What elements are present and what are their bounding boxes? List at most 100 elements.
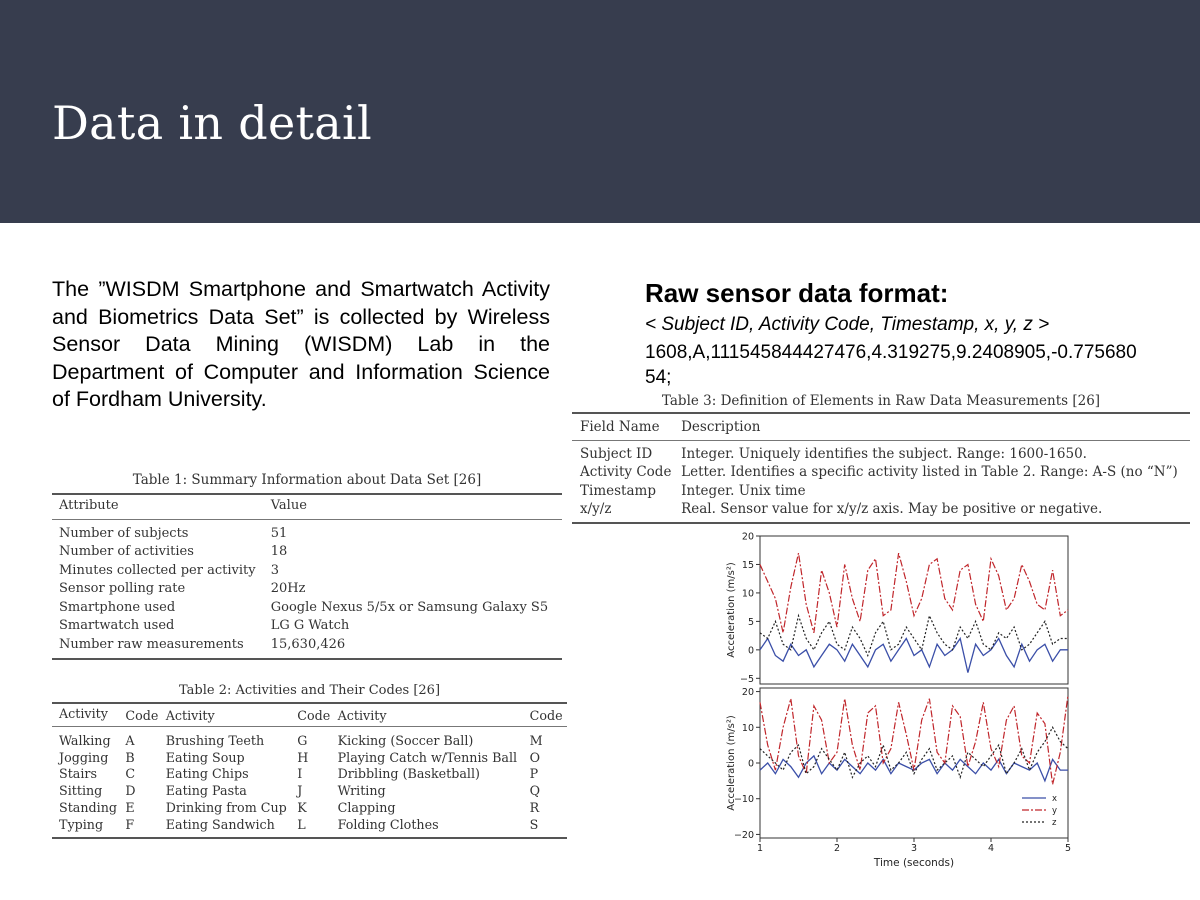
table2-caption: Table 2: Activities and Their Codes [26] xyxy=(178,683,441,698)
table-cell: Minutes collected per activity xyxy=(59,562,256,578)
y-axis-label: Acceleration (m/s²) xyxy=(726,562,737,658)
table-cell: M xyxy=(529,732,543,748)
table-header-row: Field Name Description xyxy=(572,413,1190,440)
table-cell: 51 xyxy=(270,525,288,541)
table-cell: Playing Catch w/Tennis Ball xyxy=(337,749,518,765)
table-cell: Kicking (Soccer Ball) xyxy=(337,732,474,748)
table-row: Timestamp Integer. Unix time xyxy=(572,482,1190,501)
table-cell: Typing xyxy=(59,816,104,832)
raw-format-fields: < Subject ID, Activity Code, Timestamp, … xyxy=(645,314,1050,335)
column-header: Attribute xyxy=(59,498,119,513)
x-tick-label: 2 xyxy=(834,843,840,854)
table-cell: Eating Soup xyxy=(165,749,245,765)
table-cell: Brushing Teeth xyxy=(165,732,265,748)
table-cell: Number of activities xyxy=(59,544,194,559)
table-row: Minutes collected per activity 3 xyxy=(52,562,562,581)
table-cell: Clapping xyxy=(337,799,396,815)
table-cell: Eating Sandwich xyxy=(165,816,275,832)
table-cell: F xyxy=(125,816,135,832)
x-axis-label: Time (seconds) xyxy=(873,857,954,869)
table-row: Sitting D Eating Pasta J Writing Q xyxy=(52,783,567,800)
y-tick-label: 0 xyxy=(748,645,754,656)
table-cell: Q xyxy=(529,783,541,799)
x-tick-label: 1 xyxy=(757,843,763,854)
table-cell: A xyxy=(125,732,135,748)
column-header: Activity xyxy=(337,707,387,723)
table-cell: Number of subjects xyxy=(59,525,189,541)
table-cell: D xyxy=(125,783,136,799)
column-header: Code xyxy=(297,707,331,723)
table-cell: Activity Code xyxy=(580,464,672,480)
slide-header: Data in detail xyxy=(0,0,1200,223)
table-row: Activity Code Letter. Identifies a speci… xyxy=(572,463,1190,482)
y-tick-label: 15 xyxy=(742,560,754,571)
table-cell: 3 xyxy=(270,562,280,578)
table-cell: R xyxy=(529,799,540,815)
series-line-y xyxy=(759,552,1069,633)
column-header: Code xyxy=(529,707,563,723)
table-cell: Timestamp xyxy=(580,482,656,499)
column-header: Activity xyxy=(59,706,108,721)
table-row: Number raw measurements 15,630,426 xyxy=(52,636,562,659)
x-tick-label: 5 xyxy=(1065,843,1071,854)
table-cell: x/y/z xyxy=(580,501,612,517)
table-cell: L xyxy=(297,816,306,832)
table3-caption: Table 3: Definition of Elements in Raw D… xyxy=(661,393,1101,409)
legend-label: y xyxy=(1052,806,1057,816)
slide-title: Data in detail xyxy=(52,96,373,150)
column-header: Description xyxy=(681,419,761,435)
table-cell: Sensor polling rate xyxy=(59,581,186,596)
table-cell: Drinking from Cup xyxy=(165,799,287,815)
table-row: Jogging B Eating Soup H Playing Catch w/Tenn… xyxy=(52,750,567,767)
legend-label: x xyxy=(1052,794,1057,804)
table-cell: Sitting xyxy=(59,783,103,799)
table-cell: Integer. Uniquely identifies the subject… xyxy=(681,445,1087,462)
table-cell: Stairs xyxy=(59,766,97,782)
y-tick-label: −10 xyxy=(734,794,754,805)
raw-format-heading: Raw sensor data format: xyxy=(645,278,949,308)
legend-label: z xyxy=(1052,818,1057,828)
table-cell: S xyxy=(529,816,539,832)
table-cell: G xyxy=(297,732,308,748)
table-cell: Eating Chips xyxy=(165,766,249,782)
table-row: Stairs C Eating Chips I Dribbling (Basketbal… xyxy=(52,766,567,783)
table3: Field Name Description Subject ID Intege… xyxy=(572,412,1190,524)
table-cell: B xyxy=(125,749,135,765)
table-row: Number of subjects 51 xyxy=(52,519,562,543)
table-row: Smartphone used Google Nexus 5/5x or Sams… xyxy=(52,599,562,618)
table-cell: Jogging xyxy=(59,749,109,765)
table-cell: Number raw measurements xyxy=(59,636,244,652)
plot-frame xyxy=(759,535,1069,685)
y-axis-label: Acceleration (m/s²) xyxy=(726,715,737,811)
intro-paragraph: The ”WISDM Smartphone and Smartwatch Act… xyxy=(52,277,550,411)
table-header-row: Activity Code Activity Code Activity Cod… xyxy=(52,703,567,726)
table-cell: O xyxy=(529,749,541,765)
table-row: Typing F Eating Sandwich L Folding Clothes S xyxy=(52,817,567,838)
raw-format-sample: 1608,A,111545844427476,4.319275,9.240890… xyxy=(645,342,1137,388)
column-header: Field Name xyxy=(580,419,660,435)
table-cell: Writing xyxy=(337,783,386,799)
x-tick-label: 4 xyxy=(988,843,994,854)
series-line-z xyxy=(759,726,1069,780)
series-line-z xyxy=(759,613,1068,658)
y-tick-label: 5 xyxy=(748,617,754,628)
table-cell: Integer. Unix time xyxy=(681,482,806,499)
table-cell: Dribbling (Basketball) xyxy=(337,766,480,782)
table-row: Smartwatch used LG G Watch xyxy=(52,617,562,636)
y-tick-label: 10 xyxy=(742,588,754,599)
table-cell: Standing xyxy=(59,799,117,815)
table-cell: 15,630,426 xyxy=(270,636,346,652)
table-cell: I xyxy=(297,766,303,782)
table-cell: 20Hz xyxy=(270,581,306,596)
table-row: Standing E Drinking from Cup K Clapping R xyxy=(52,800,567,817)
table-row: Subject ID Integer. Uniquely identifies … xyxy=(572,440,1190,463)
column-header: Activity xyxy=(165,707,215,723)
table-cell: Folding Clothes xyxy=(337,816,439,832)
table-cell: Smartwatch used xyxy=(59,618,175,633)
table-cell: Eating Pasta xyxy=(165,783,247,799)
series-line-y xyxy=(759,695,1069,785)
y-tick-label: 10 xyxy=(742,723,754,734)
table-cell: Google Nexus 5/5x or Samsung Galaxy S5 xyxy=(270,599,549,615)
table-row: Sensor polling rate 20Hz xyxy=(52,580,562,599)
